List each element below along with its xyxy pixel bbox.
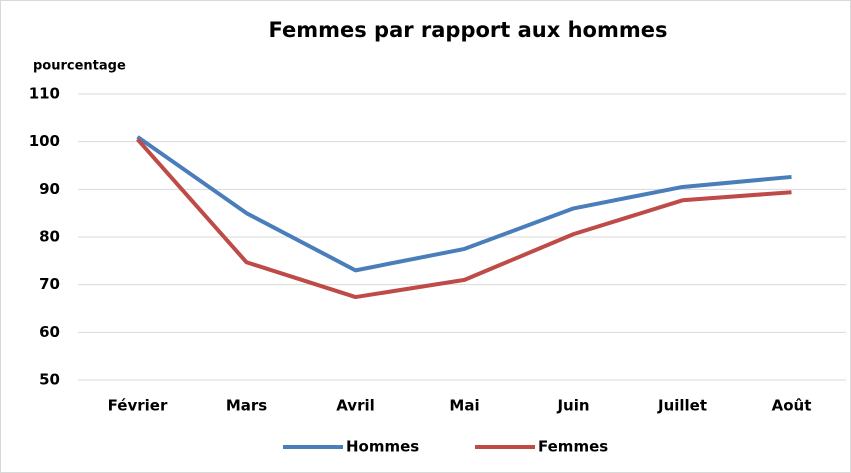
series-line <box>136 135 792 273</box>
y-tick-label: 50 <box>39 371 60 389</box>
x-tick-label: Mai <box>449 397 479 415</box>
y-axis-label: pourcentage <box>33 59 126 74</box>
y-tick-label: 90 <box>39 180 60 198</box>
series-line <box>136 137 792 300</box>
legend-label: Femmes <box>538 438 608 456</box>
y-tick-label: 100 <box>29 132 60 150</box>
x-tick-label: Février <box>108 397 168 415</box>
legend-label: Hommes <box>346 438 419 456</box>
x-tick-label: Juin <box>556 397 589 415</box>
y-tick-label: 60 <box>39 323 60 341</box>
x-tick-label: Juillet <box>657 397 707 415</box>
y-tick-label: 80 <box>39 228 60 246</box>
y-tick-label: 70 <box>39 275 60 293</box>
y-tick-label: 110 <box>29 85 60 103</box>
x-tick-label: Avril <box>336 397 375 415</box>
chart-title: Femmes par rapport aux hommes <box>268 18 667 42</box>
x-tick-label: Mars <box>226 397 267 415</box>
x-tick-label: Août <box>772 397 812 415</box>
